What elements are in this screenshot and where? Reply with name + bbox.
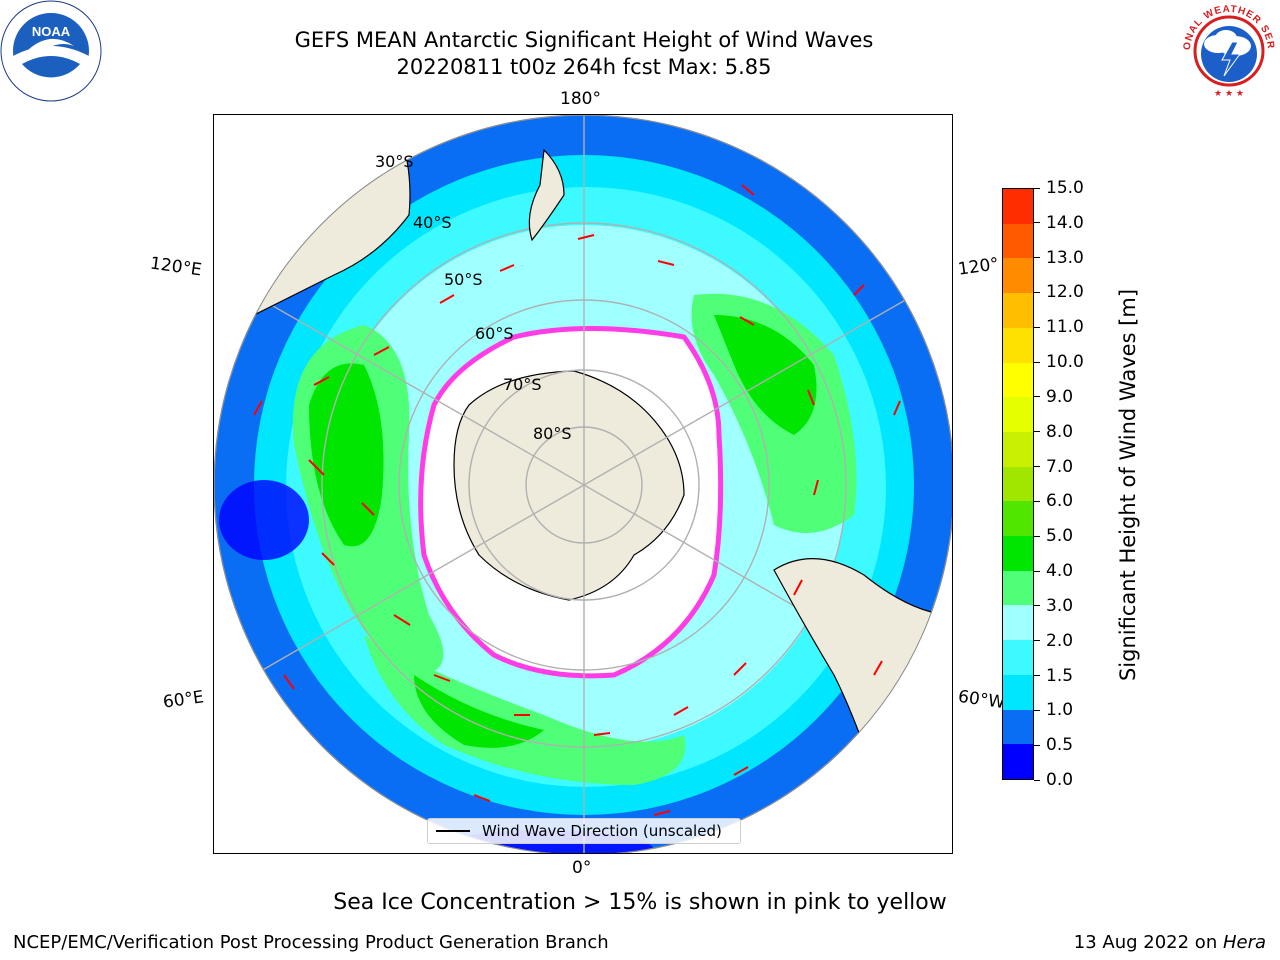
noaa-logo: NOAA	[0, 0, 102, 102]
colorbar-tick-label: 7.0	[1046, 456, 1074, 477]
colorbar-tick-label: 3.0	[1046, 595, 1074, 616]
colorbar-segment	[1003, 709, 1033, 745]
credit-left: NCEP/EMC/Verification Post Processing Pr…	[13, 932, 609, 953]
colorbar-tick-mark	[1034, 466, 1040, 468]
colorbar-tick-mark	[1034, 640, 1040, 642]
colorbar-segment	[1003, 536, 1033, 571]
colorbar-tick-mark	[1034, 326, 1040, 328]
colorbar-tick-mark	[1034, 500, 1040, 502]
chart-title: GEFS MEAN Antarctic Significant Height o…	[294, 28, 874, 52]
colorbar-tick-mark	[1034, 291, 1040, 293]
legend-line-swatch	[436, 830, 470, 832]
low-wave-patch-west	[219, 480, 309, 560]
colorbar-tick-mark	[1034, 361, 1040, 363]
colorbar-segment	[1003, 327, 1033, 363]
colorbar-tick-label: 8.0	[1046, 421, 1074, 442]
wave-swath-south	[364, 635, 686, 785]
colorbar-tick-label: 0.5	[1046, 735, 1074, 756]
lon-label-right-lower: 60°W	[956, 686, 1007, 714]
colorbar-tick-label: 5.0	[1046, 526, 1074, 547]
map-panel	[213, 114, 953, 854]
colorbar-tick-mark	[1034, 605, 1040, 607]
lat-label-80s: 80°S	[533, 424, 572, 443]
colorbar-segment	[1003, 189, 1033, 224]
colorbar-tick-label: 15.0	[1046, 178, 1084, 198]
colorbar-tick-label: 11.0	[1046, 317, 1084, 338]
lon-label-top: 180°	[560, 89, 601, 109]
colorbar-tick-mark	[1034, 396, 1040, 398]
colorbar-segment	[1003, 293, 1033, 328]
colorbar-tick-label: 14.0	[1046, 212, 1084, 233]
legend-label: Wind Wave Direction (unscaled)	[482, 822, 722, 840]
colorbar-tick-mark	[1034, 709, 1040, 711]
map-legend: Wind Wave Direction (unscaled)	[427, 818, 741, 844]
colorbar-tick-label: 12.0	[1046, 282, 1084, 303]
colorbar-tick-mark	[1034, 431, 1040, 433]
madagascar-land	[243, 769, 306, 799]
colorbar-segment	[1003, 397, 1033, 432]
colorbar-segment	[1003, 501, 1033, 537]
new-zealand-land	[528, 148, 565, 242]
colorbar-segment	[1003, 570, 1033, 606]
credit-right: 13 Aug 2022 on Hera	[1074, 932, 1266, 953]
colorbar-tick-label: 2.0	[1046, 630, 1074, 651]
lon-label-bottom: 0°	[572, 858, 592, 878]
colorbar-tick-mark	[1034, 570, 1040, 572]
lat-label-30s: 30°S	[375, 152, 414, 171]
svg-text:★ ★ ★: ★ ★ ★	[1214, 89, 1244, 99]
credit-host: Hera	[1222, 932, 1266, 953]
colorbar-tick-label: 13.0	[1046, 247, 1084, 268]
chart-subtitle: 20220811 t00z 264h fcst Max: 5.85	[396, 55, 772, 79]
credit-date: 13 Aug 2022 on	[1073, 932, 1223, 953]
colorbar	[1002, 188, 1034, 780]
colorbar-tick-mark	[1034, 779, 1040, 781]
sea-ice-note: Sea Ice Concentration > 15% is shown in …	[333, 890, 947, 915]
colorbar-tick-mark	[1034, 535, 1040, 537]
colorbar-segment	[1003, 431, 1033, 467]
colorbar-tick-mark	[1034, 222, 1040, 224]
colorbar-segment	[1003, 466, 1033, 502]
colorbar-tick-label: 10.0	[1046, 352, 1084, 373]
lat-label-60s: 60°S	[475, 324, 514, 343]
colorbar-tick-mark	[1034, 744, 1040, 746]
colorbar-tick-label: 1.0	[1046, 700, 1074, 721]
colorbar-tick-mark	[1034, 187, 1040, 189]
lat-label-50s: 50°S	[444, 270, 483, 289]
colorbar-segment	[1003, 223, 1033, 259]
colorbar-segment	[1003, 640, 1033, 675]
colorbar-tick-label: 9.0	[1046, 386, 1074, 407]
wave-swath-east-core	[714, 315, 817, 435]
colorbar-tick-label: 1.5	[1046, 665, 1074, 686]
wave-swath-south-core	[414, 675, 544, 748]
colorbar-tick-label: 4.0	[1046, 561, 1074, 582]
colorbar-tick-label: 6.0	[1046, 491, 1074, 512]
colorbar-segment	[1003, 258, 1033, 294]
colorbar-tick-label: 0.0	[1046, 770, 1074, 790]
colorbar-tick-mark	[1034, 675, 1040, 677]
lat-label-70s: 70°S	[503, 375, 542, 394]
colorbar-label: Significant Height of Wind Waves [m]	[1116, 288, 1140, 682]
colorbar-segment	[1003, 674, 1033, 710]
wave-direction-arrows	[253, 184, 901, 816]
lat-label-40s: 40°S	[413, 213, 452, 232]
lon-label-right-upper: 120°	[956, 254, 1001, 280]
colorbar-tick-mark	[1034, 257, 1040, 259]
nws-logo: NATIONAL WEATHER SERVICE ★ ★ ★	[1178, 0, 1279, 101]
antarctica-land	[453, 370, 685, 601]
colorbar-segment	[1003, 362, 1033, 398]
lon-label-left-lower: 60°E	[161, 687, 206, 713]
wave-swath-west-core	[309, 363, 384, 547]
colorbar-segment	[1003, 744, 1033, 779]
lon-label-left-upper: 120°E	[148, 253, 203, 281]
africa-land	[214, 732, 297, 853]
svg-text:NOAA: NOAA	[32, 24, 71, 39]
colorbar-segment	[1003, 605, 1033, 641]
